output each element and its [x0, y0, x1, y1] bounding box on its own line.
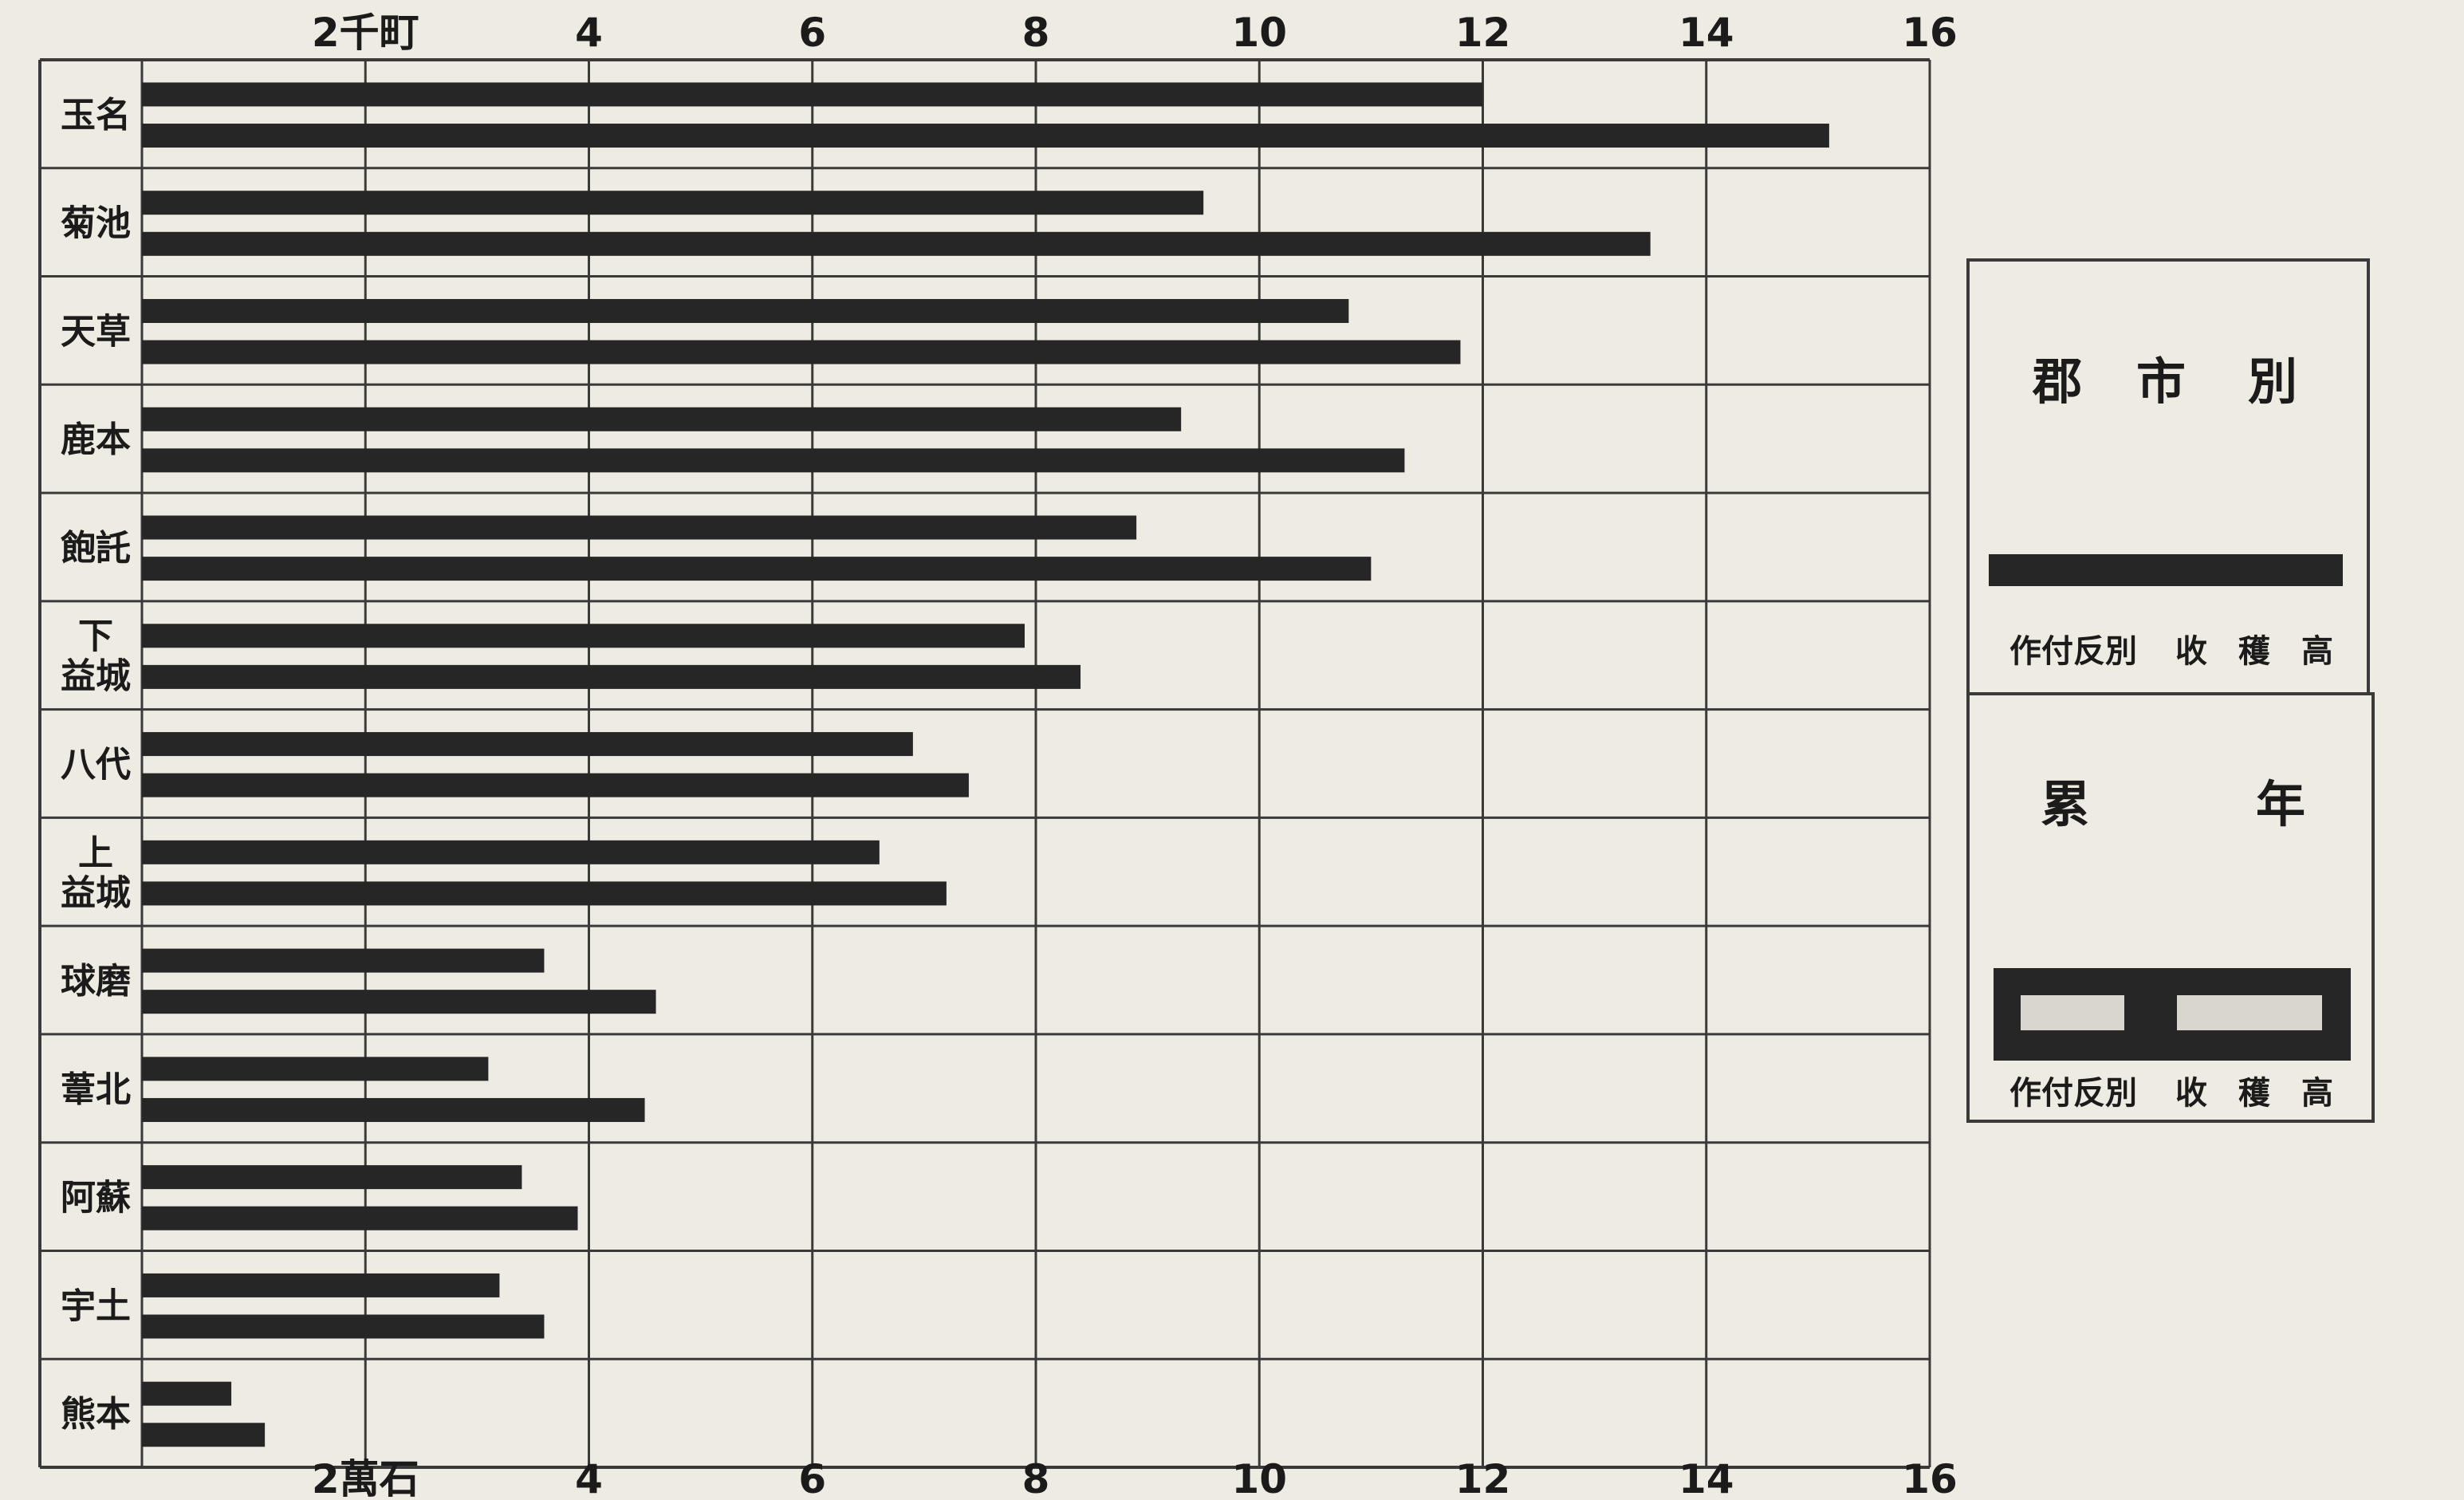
legend-caption-text: 收 — [2175, 632, 2207, 670]
legend-caption-text: 作付反別 — [2009, 632, 2137, 670]
bar-acreage — [142, 732, 913, 757]
axis-tick-labels: 2千町 4 6 8 10 12 14 16 2萬石 4 6 8 10 12 14 16 — [312, 10, 1958, 1500]
bars — [142, 82, 1829, 1447]
legend-swatch-inner — [2177, 995, 2322, 1030]
bar-harvest — [142, 1097, 645, 1122]
category-label: 菊池 — [61, 203, 131, 244]
legend-title-char: 年 — [2256, 775, 2305, 833]
category-label: 天草 — [61, 311, 131, 352]
category-label: 下 — [78, 616, 113, 657]
category-label: 宇土 — [61, 1285, 131, 1326]
bar-acreage — [142, 1381, 232, 1406]
top-tick-label: 8 — [1022, 10, 1050, 56]
bottom-tick-label: 4 — [575, 1456, 603, 1500]
category-label: 飽託 — [61, 528, 131, 569]
legend-caption-text: 穫 — [2238, 1074, 2270, 1112]
bar-acreage — [142, 407, 1182, 431]
legend-caption-text: 高 — [2301, 1074, 2333, 1112]
category-label: 益城 — [61, 872, 131, 913]
legend-swatch-inner — [2021, 995, 2124, 1030]
category-label: 上 — [78, 833, 113, 873]
bar-harvest — [142, 881, 947, 906]
top-tick-label: 14 — [1679, 10, 1734, 56]
legend-caption-text: 作付反別 — [2009, 1074, 2137, 1112]
bar-harvest — [142, 124, 1829, 148]
bar-harvest — [142, 340, 1461, 364]
legend-swatch-solid — [1989, 554, 2343, 586]
bottom-tick-label: 14 — [1679, 1456, 1734, 1500]
legend: 郡市別作付反別收穫高累 年作付反別收穫高 — [1966, 258, 2375, 1123]
bar-harvest — [142, 773, 969, 797]
top-tick-label: 2千町 — [312, 10, 419, 56]
legend-title-char: 郡 — [2032, 352, 2082, 411]
bar-harvest — [142, 231, 1651, 256]
category-label: 玉名 — [61, 95, 131, 136]
bottom-tick-label: 6 — [798, 1456, 826, 1500]
legend-caption-text: 收 — [2175, 1074, 2207, 1112]
bar-harvest — [142, 557, 1372, 581]
legend-box-top — [1966, 258, 2370, 695]
bottom-tick-label: 12 — [1455, 1456, 1511, 1500]
bar-harvest — [142, 1314, 545, 1339]
bar-acreage — [142, 1165, 522, 1190]
top-tick-label: 12 — [1455, 10, 1511, 56]
bottom-tick-label: 8 — [1022, 1456, 1050, 1500]
legend-caption-text: 穫 — [2238, 632, 2270, 670]
bar-acreage — [142, 840, 880, 864]
category-label: 熊本 — [61, 1394, 131, 1435]
bar-acreage — [142, 1273, 500, 1297]
top-tick-label: 10 — [1231, 10, 1287, 56]
bar-harvest — [142, 664, 1081, 689]
category-label: 葦北 — [61, 1069, 131, 1110]
bar-acreage — [142, 191, 1204, 215]
top-tick-label: 4 — [575, 10, 603, 56]
legend-box-bottom — [1966, 692, 2375, 1123]
grid-lines — [38, 58, 1931, 1469]
bar-acreage — [142, 515, 1137, 540]
legend-title-char: 累 — [2041, 775, 2090, 833]
category-label: 八代 — [61, 745, 131, 785]
legend-caption-text: 高 — [2301, 632, 2333, 670]
bar-harvest — [142, 448, 1405, 473]
legend-title-char: 別 — [2248, 352, 2297, 411]
category-label: 球磨 — [61, 961, 131, 1002]
bar-harvest — [142, 990, 656, 1014]
category-label: 鹿本 — [61, 419, 131, 460]
bar-harvest — [142, 1206, 578, 1230]
top-tick-label: 6 — [798, 10, 826, 56]
bar-acreage — [142, 948, 545, 973]
bar-acreage — [142, 298, 1349, 323]
category-label: 益城 — [61, 656, 131, 697]
bar-acreage — [142, 1057, 489, 1081]
bottom-tick-label: 16 — [1902, 1456, 1958, 1500]
legend-title-char: 市 — [2136, 352, 2186, 411]
bottom-tick-label: 2萬石 — [312, 1456, 419, 1500]
top-tick-label: 16 — [1902, 10, 1958, 56]
bar-acreage — [142, 82, 1483, 107]
bottom-tick-label: 10 — [1231, 1456, 1287, 1500]
bar-acreage — [142, 624, 1025, 648]
category-label: 阿蘇 — [61, 1178, 131, 1219]
bar-harvest — [142, 1423, 266, 1447]
